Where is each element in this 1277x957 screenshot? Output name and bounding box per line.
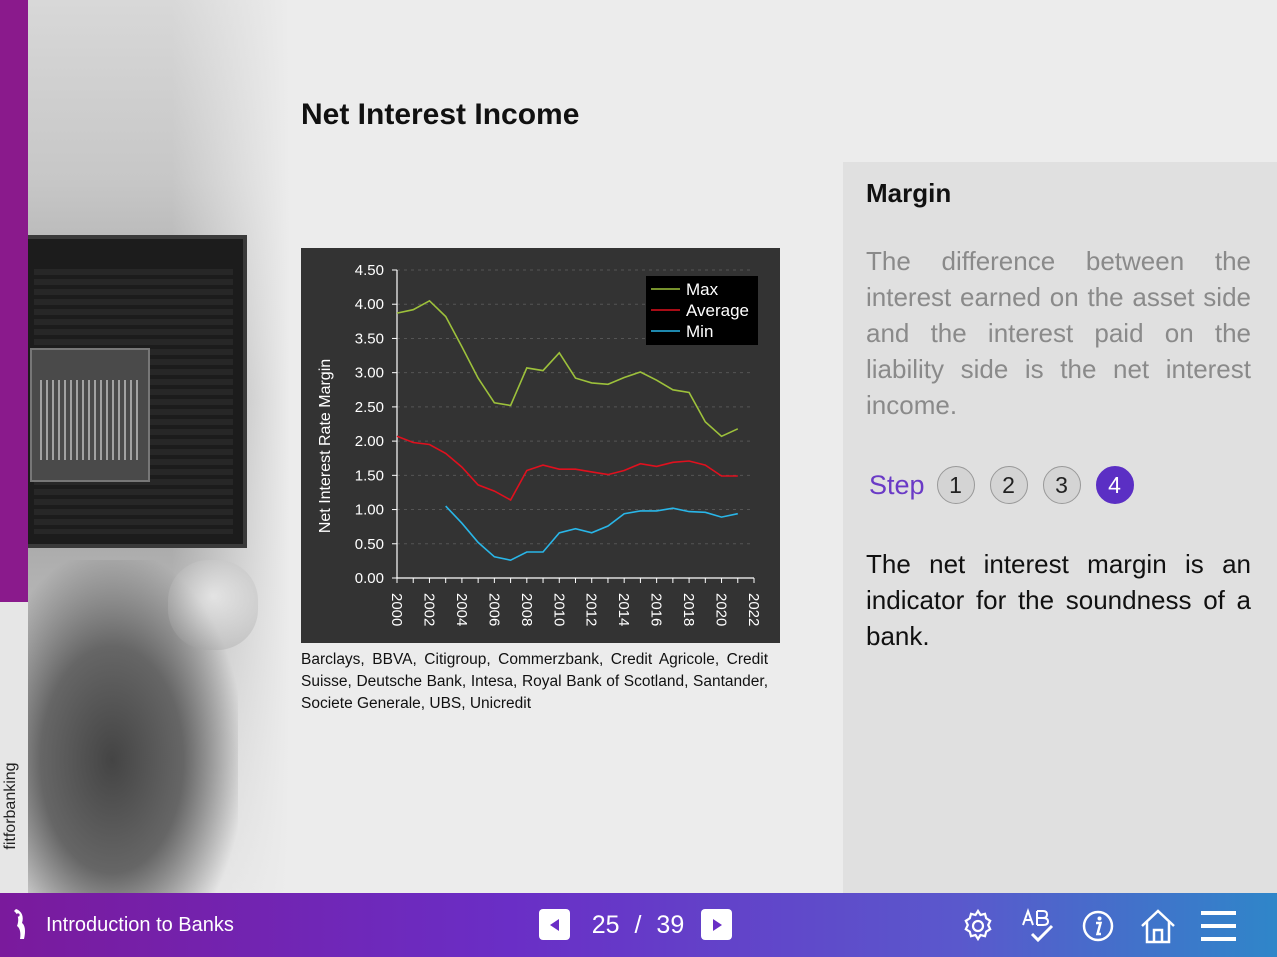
- next-page-button[interactable]: [701, 909, 732, 940]
- page-separator: /: [634, 911, 642, 939]
- side-description: The difference between the interest earn…: [866, 246, 1251, 420]
- previous-page-button[interactable]: [539, 909, 570, 940]
- x-tick-label: 2010: [550, 593, 567, 626]
- chart-caption: Barclays, BBVA, Citigroup, Commerzbank, …: [301, 651, 768, 712]
- triangle-left-icon: [549, 918, 559, 931]
- menu-icon[interactable]: [1199, 906, 1239, 946]
- home-icon[interactable]: [1138, 906, 1178, 946]
- accent-bar: [0, 0, 28, 602]
- y-tick-label: 3.50: [355, 330, 384, 347]
- series-line-min: [445, 505, 738, 562]
- background-photo: [28, 0, 290, 893]
- bottom-bar: Introduction to Banks 25 / 39: [0, 893, 1277, 957]
- step-button-3[interactable]: 3: [1042, 466, 1081, 504]
- series-line-average: [396, 435, 738, 502]
- x-tick-label: 2008: [518, 593, 535, 626]
- y-tick-label: 0.00: [355, 570, 384, 587]
- y-tick-label: 3.00: [355, 365, 384, 382]
- x-tick-label: 2006: [485, 593, 502, 626]
- x-tick-label: 2004: [453, 593, 470, 626]
- spellcheck-icon[interactable]: [1018, 906, 1058, 946]
- chart: 0.00 0.50 1.00 1.50 2.00 2.50 3.00 3.50 4.00 4.50…: [301, 248, 780, 643]
- x-tick-label: 2014: [615, 593, 632, 626]
- steps-label: Step: [869, 469, 925, 500]
- legend-label: Average: [686, 301, 749, 320]
- x-tick-label: 2000: [388, 593, 405, 626]
- x-tick-label: 2022: [745, 593, 762, 626]
- x-tick-label: 2016: [648, 593, 665, 626]
- y-tick-label: 2.00: [355, 433, 384, 450]
- current-page: 25: [591, 911, 620, 939]
- x-tick-label: 2018: [680, 593, 697, 626]
- step-button-2[interactable]: 2: [989, 466, 1028, 504]
- photo-glass: [168, 560, 258, 650]
- left-strip: fitforbanking: [0, 0, 28, 893]
- settings-icon[interactable]: [958, 906, 998, 946]
- step-button-4[interactable]: 4: [1095, 466, 1134, 504]
- y-tick-label: 4.00: [355, 296, 384, 313]
- y-tick-label: 0.50: [355, 536, 384, 553]
- side-heading: Margin: [866, 178, 952, 208]
- step-button-1[interactable]: 1: [936, 466, 975, 504]
- y-tick-label: 1.50: [355, 467, 384, 484]
- brand-vertical-label: fitforbanking: [2, 762, 19, 850]
- x-tick-label: 2002: [420, 593, 437, 626]
- side-panel: Margin The difference between the intere…: [843, 162, 1277, 893]
- course-title: Introduction to Banks: [46, 914, 234, 936]
- triangle-right-icon: [712, 918, 722, 931]
- x-tick-label: 2020: [713, 593, 730, 626]
- y-tick-label: 1.00: [355, 502, 384, 519]
- brand-logo-icon: [14, 909, 26, 939]
- y-tick-label: 4.50: [355, 262, 384, 279]
- y-axis-label: Net Interest Rate Margin: [317, 359, 334, 533]
- photo-inset-screen: [30, 348, 150, 482]
- chart-svg: 0.00 0.50 1.00 1.50 2.00 2.50 3.00 3.50 4.00 4.50…: [317, 262, 762, 626]
- page-title: Net Interest Income: [301, 98, 580, 131]
- y-tick-label: 2.50: [355, 399, 384, 416]
- legend-label: Min: [686, 322, 713, 341]
- step-navigation: Step 1 2 3 4: [869, 466, 1149, 504]
- info-icon[interactable]: [1078, 906, 1118, 946]
- total-pages: 39: [656, 911, 685, 939]
- page-counter: 25 / 39: [580, 911, 696, 940]
- legend-label: Max: [686, 280, 719, 299]
- series-line-max: [396, 299, 739, 438]
- x-tick-label: 2012: [583, 593, 600, 626]
- side-conclusion: The net interest margin is an indicator …: [866, 549, 1251, 651]
